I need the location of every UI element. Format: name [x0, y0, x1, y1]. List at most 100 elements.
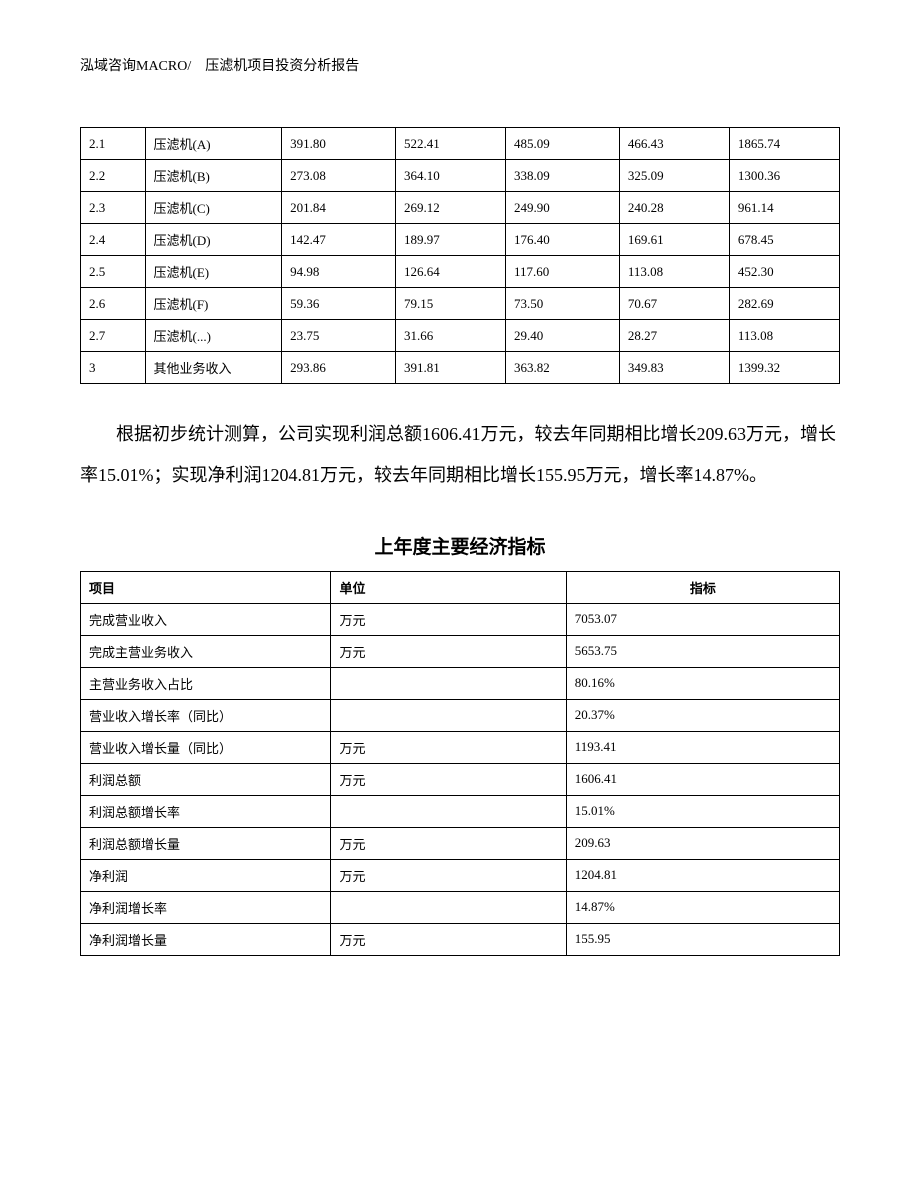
cell-value: 94.98 — [282, 256, 396, 288]
cell-value: 293.86 — [282, 352, 396, 384]
cell-project: 营业收入增长量（同比） — [81, 731, 331, 763]
table-row: 3 其他业务收入 293.86 391.81 363.82 349.83 139… — [81, 352, 840, 384]
cell-index: 2.2 — [81, 160, 146, 192]
economic-indicators-table: 项目 单位 指标 完成营业收入 万元 7053.07 完成主营业务收入 万元 5… — [80, 571, 840, 956]
cell-value: 338.09 — [506, 160, 620, 192]
cell-project: 主营业务收入占比 — [81, 667, 331, 699]
cell-index: 2.4 — [81, 224, 146, 256]
cell-value: 113.08 — [619, 256, 729, 288]
table-row: 2.7 压滤机(...) 23.75 31.66 29.40 28.27 113… — [81, 320, 840, 352]
cell-index: 2.6 — [81, 288, 146, 320]
cell-value: 269.12 — [395, 192, 505, 224]
cell-value: 452.30 — [729, 256, 839, 288]
cell-name: 压滤机(D) — [145, 224, 282, 256]
cell-value: 126.64 — [395, 256, 505, 288]
cell-indicator: 209.63 — [566, 827, 839, 859]
cell-value: 485.09 — [506, 128, 620, 160]
cell-value: 282.69 — [729, 288, 839, 320]
table-row: 完成主营业务收入 万元 5653.75 — [81, 635, 840, 667]
cell-value: 169.61 — [619, 224, 729, 256]
cell-value: 364.10 — [395, 160, 505, 192]
cell-value: 1865.74 — [729, 128, 839, 160]
cell-name: 压滤机(...) — [145, 320, 282, 352]
cell-index: 2.1 — [81, 128, 146, 160]
table-row: 净利润增长量 万元 155.95 — [81, 923, 840, 955]
cell-index: 2.5 — [81, 256, 146, 288]
table-row: 营业收入增长率（同比） 20.37% — [81, 699, 840, 731]
cell-project: 完成营业收入 — [81, 603, 331, 635]
cell-value: 201.84 — [282, 192, 396, 224]
table-row: 完成营业收入 万元 7053.07 — [81, 603, 840, 635]
cell-value: 117.60 — [506, 256, 620, 288]
table-header-row: 项目 单位 指标 — [81, 571, 840, 603]
cell-unit: 万元 — [331, 603, 566, 635]
cell-value: 31.66 — [395, 320, 505, 352]
cell-value: 466.43 — [619, 128, 729, 160]
cell-project: 利润总额增长量 — [81, 827, 331, 859]
section-title: 上年度主要经济指标 — [80, 532, 840, 559]
table-row: 2.6 压滤机(F) 59.36 79.15 73.50 70.67 282.6… — [81, 288, 840, 320]
cell-name: 压滤机(C) — [145, 192, 282, 224]
header-unit: 单位 — [331, 571, 566, 603]
header-indicator: 指标 — [566, 571, 839, 603]
cell-indicator: 7053.07 — [566, 603, 839, 635]
cell-indicator: 1193.41 — [566, 731, 839, 763]
cell-indicator: 5653.75 — [566, 635, 839, 667]
product-revenue-table: 2.1 压滤机(A) 391.80 522.41 485.09 466.43 1… — [80, 127, 840, 384]
cell-value: 391.80 — [282, 128, 396, 160]
cell-project: 利润总额增长率 — [81, 795, 331, 827]
table-row: 利润总额增长量 万元 209.63 — [81, 827, 840, 859]
cell-value: 391.81 — [395, 352, 505, 384]
table2-body: 完成营业收入 万元 7053.07 完成主营业务收入 万元 5653.75 主营… — [81, 603, 840, 955]
cell-unit — [331, 795, 566, 827]
cell-value: 325.09 — [619, 160, 729, 192]
table-row: 2.1 压滤机(A) 391.80 522.41 485.09 466.43 1… — [81, 128, 840, 160]
cell-unit: 万元 — [331, 763, 566, 795]
cell-unit: 万元 — [331, 827, 566, 859]
cell-indicator: 155.95 — [566, 923, 839, 955]
cell-value: 249.90 — [506, 192, 620, 224]
cell-indicator: 20.37% — [566, 699, 839, 731]
table1-body: 2.1 压滤机(A) 391.80 522.41 485.09 466.43 1… — [81, 128, 840, 384]
cell-value: 142.47 — [282, 224, 396, 256]
cell-index: 3 — [81, 352, 146, 384]
cell-unit: 万元 — [331, 731, 566, 763]
cell-unit — [331, 699, 566, 731]
cell-value: 1399.32 — [729, 352, 839, 384]
cell-value: 73.50 — [506, 288, 620, 320]
cell-indicator: 14.87% — [566, 891, 839, 923]
cell-name: 压滤机(E) — [145, 256, 282, 288]
cell-value: 29.40 — [506, 320, 620, 352]
cell-project: 净利润增长率 — [81, 891, 331, 923]
cell-name: 其他业务收入 — [145, 352, 282, 384]
cell-value: 176.40 — [506, 224, 620, 256]
cell-unit: 万元 — [331, 859, 566, 891]
cell-project: 营业收入增长率（同比） — [81, 699, 331, 731]
cell-value: 240.28 — [619, 192, 729, 224]
cell-value: 349.83 — [619, 352, 729, 384]
cell-value: 678.45 — [729, 224, 839, 256]
cell-name: 压滤机(A) — [145, 128, 282, 160]
cell-name: 压滤机(B) — [145, 160, 282, 192]
cell-value: 23.75 — [282, 320, 396, 352]
cell-project: 净利润 — [81, 859, 331, 891]
table-row: 利润总额增长率 15.01% — [81, 795, 840, 827]
header-project: 项目 — [81, 571, 331, 603]
table-row: 2.5 压滤机(E) 94.98 126.64 117.60 113.08 45… — [81, 256, 840, 288]
cell-value: 28.27 — [619, 320, 729, 352]
cell-value: 273.08 — [282, 160, 396, 192]
cell-unit — [331, 891, 566, 923]
summary-paragraph: 根据初步统计测算，公司实现利润总额1606.41万元，较去年同期相比增长209.… — [80, 414, 840, 497]
cell-indicator: 80.16% — [566, 667, 839, 699]
cell-value: 70.67 — [619, 288, 729, 320]
cell-value: 522.41 — [395, 128, 505, 160]
cell-unit: 万元 — [331, 923, 566, 955]
table-row: 主营业务收入占比 80.16% — [81, 667, 840, 699]
cell-project: 净利润增长量 — [81, 923, 331, 955]
table-row: 2.2 压滤机(B) 273.08 364.10 338.09 325.09 1… — [81, 160, 840, 192]
cell-indicator: 15.01% — [566, 795, 839, 827]
table-row: 2.3 压滤机(C) 201.84 269.12 249.90 240.28 9… — [81, 192, 840, 224]
cell-value: 961.14 — [729, 192, 839, 224]
cell-value: 1300.36 — [729, 160, 839, 192]
cell-value: 113.08 — [729, 320, 839, 352]
